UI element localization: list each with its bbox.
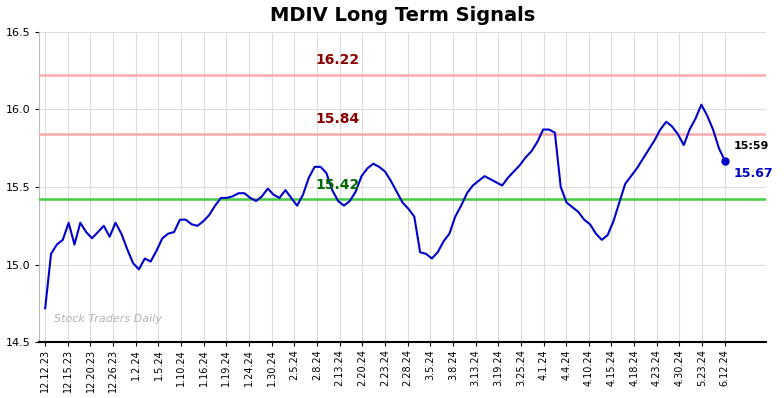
Text: 15.42: 15.42 bbox=[315, 178, 360, 192]
Title: MDIV Long Term Signals: MDIV Long Term Signals bbox=[270, 6, 535, 25]
Text: 15.67: 15.67 bbox=[734, 167, 773, 180]
Text: 15:59: 15:59 bbox=[734, 141, 769, 151]
Text: 15.84: 15.84 bbox=[315, 112, 360, 127]
Text: Stock Traders Daily: Stock Traders Daily bbox=[54, 314, 162, 324]
Text: 16.22: 16.22 bbox=[315, 53, 360, 67]
